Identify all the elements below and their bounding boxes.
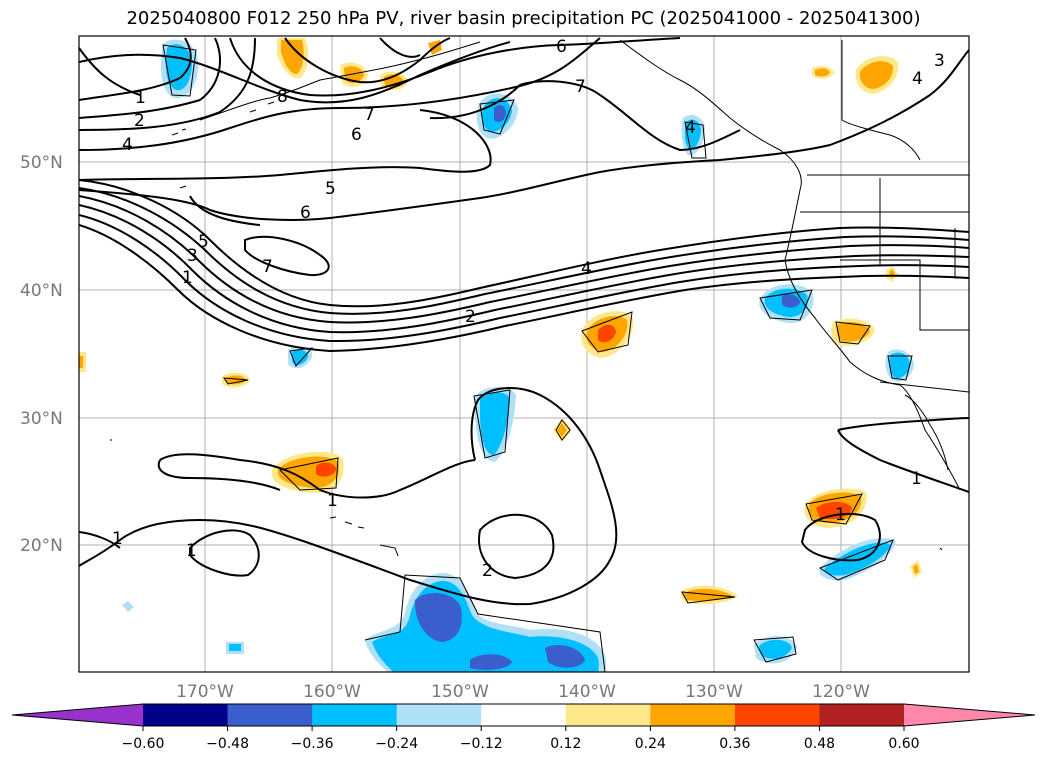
colorbar-tick-label: −0.48 — [206, 736, 249, 752]
contour-label: 1 — [112, 529, 123, 549]
lon-label: 160°W — [303, 682, 361, 702]
lon-label: 120°W — [812, 682, 870, 702]
contour-label: 7 — [575, 77, 586, 97]
contour-labels: 6 7 7 6 8 1 2 4 5 6 5 3 7 1 4 2 1 1 2 1 … — [112, 37, 945, 581]
contour-label: 3 — [187, 246, 198, 266]
lon-label: 170°W — [176, 682, 234, 702]
colorbar-segment — [143, 704, 229, 726]
contour-label: 2 — [134, 111, 145, 131]
colorbar-tick-label: 0.60 — [888, 736, 919, 752]
lat-label: 30°N — [20, 409, 63, 429]
lat-label: 20°N — [20, 536, 63, 556]
map-frame — [78, 35, 970, 673]
colorbar-tick-label: −0.60 — [122, 736, 165, 752]
colorbar-tick-label: −0.24 — [375, 736, 418, 752]
contour-label: 4 — [122, 135, 133, 155]
contour-label: 7 — [364, 105, 375, 125]
contour-label: 4 — [685, 118, 696, 138]
colorbar-segment — [734, 704, 820, 726]
contour-label: 5 — [325, 179, 336, 199]
contour-label: 6 — [556, 37, 567, 57]
contour-label: 5 — [198, 232, 209, 252]
contour-label: 1 — [186, 541, 197, 561]
contour-label: 1 — [911, 469, 922, 489]
lon-labels: 170°W 160°W 150°W 140°W 130°W 120°W — [176, 682, 870, 702]
colorbar-segment — [481, 704, 567, 726]
colorbar-tick-label: 0.48 — [804, 736, 835, 752]
colorbar: −0.60 −0.48 −0.36 −0.24 −0.12 0.12 0.24 0.36 0.4… — [11, 703, 1036, 752]
colorbar-tick-label: −0.36 — [291, 736, 334, 752]
colorbar-segment — [565, 704, 651, 726]
colorbar-segment — [227, 704, 313, 726]
colorbar-extend-high — [904, 704, 1035, 726]
colorbar-segment — [650, 704, 736, 726]
coastlines — [110, 39, 969, 672]
lon-label: 140°W — [558, 682, 616, 702]
contour-label: 2 — [482, 561, 493, 581]
lon-label: 150°W — [431, 682, 489, 702]
contour-label: 6 — [351, 125, 362, 145]
map-area — [79, 36, 969, 672]
contour-label: 1 — [135, 88, 146, 108]
contour-label: 4 — [581, 259, 592, 279]
lat-labels: 50°N 40°N 30°N 20°N — [20, 153, 63, 556]
contour-label: 1 — [182, 268, 193, 288]
colorbar-tick-label: 0.12 — [550, 736, 581, 752]
contour-label: 7 — [262, 257, 273, 277]
contour-label: 6 — [300, 203, 311, 223]
contour-label: 4 — [912, 69, 923, 89]
contour-label: 2 — [465, 307, 476, 327]
contour-label: 1 — [327, 491, 338, 511]
colorbar-tick-label: 0.24 — [635, 736, 666, 752]
colorbar-segment — [312, 704, 398, 726]
lon-label: 130°W — [685, 682, 743, 702]
colorbar-tick-label: 0.36 — [719, 736, 750, 752]
contour-label: 1 — [835, 505, 846, 525]
colorbar-extend-low — [12, 704, 143, 726]
chart-title: 2025040800 F012 250 hPa PV, river basin … — [126, 8, 921, 29]
colorbar-segment — [396, 704, 482, 726]
lat-label: 50°N — [20, 153, 63, 173]
pv-contours — [79, 37, 969, 606]
lat-label: 40°N — [20, 281, 63, 301]
colorbar-tick-label: −0.12 — [460, 736, 503, 752]
contour-label: 8 — [277, 87, 288, 107]
contour-label: 3 — [934, 51, 945, 71]
colorbar-segment — [819, 704, 905, 726]
